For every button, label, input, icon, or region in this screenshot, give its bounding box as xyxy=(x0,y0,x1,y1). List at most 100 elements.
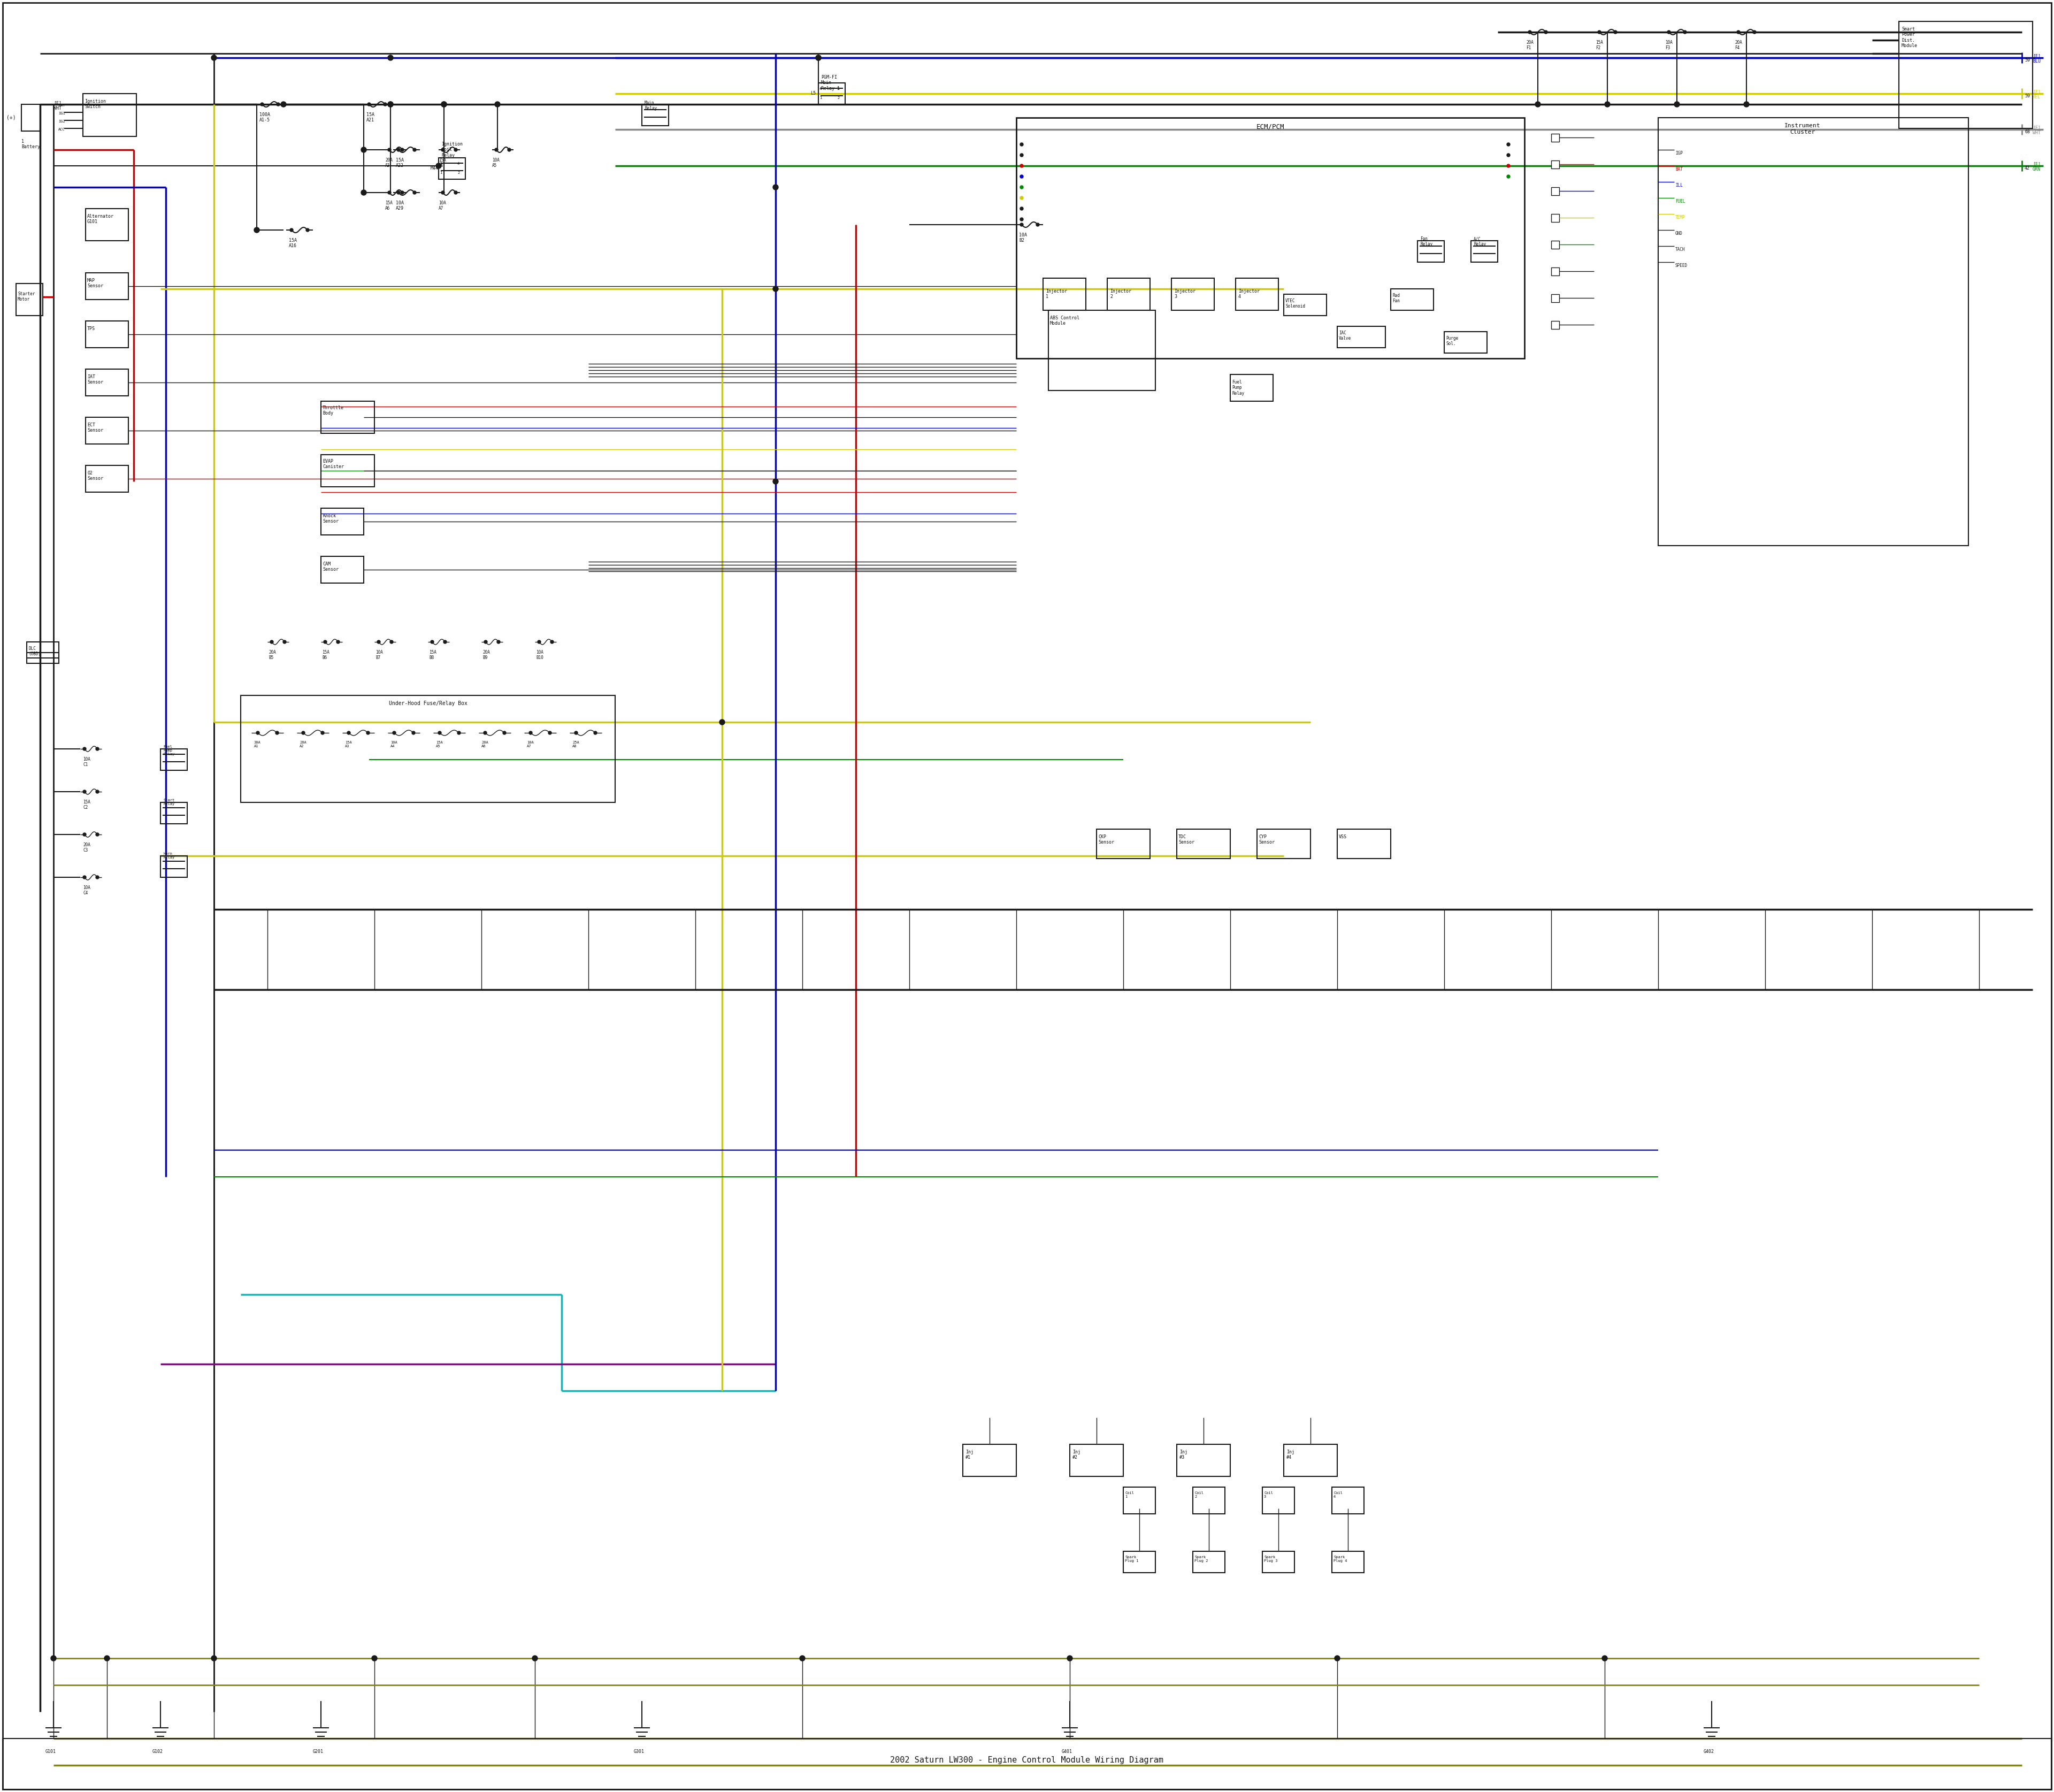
Circle shape xyxy=(388,56,392,61)
Text: 15A
A4: 15A A4 xyxy=(440,158,446,168)
Circle shape xyxy=(401,149,405,151)
Circle shape xyxy=(82,876,86,878)
Text: Inj
#2: Inj #2 xyxy=(1072,1450,1080,1460)
Circle shape xyxy=(396,149,401,151)
Text: VSS: VSS xyxy=(1339,835,1347,839)
Text: Coil
1: Coil 1 xyxy=(1126,1491,1134,1498)
Bar xyxy=(1230,375,1273,401)
Circle shape xyxy=(497,640,499,643)
Text: 15A
A6: 15A A6 xyxy=(386,201,392,211)
Bar xyxy=(1124,1487,1154,1514)
Text: 10A
B10: 10A B10 xyxy=(536,650,544,659)
Circle shape xyxy=(1021,165,1023,167)
Bar xyxy=(1107,278,1150,310)
Text: G102: G102 xyxy=(152,1749,162,1754)
Bar xyxy=(82,93,136,136)
Text: TPS: TPS xyxy=(86,326,94,332)
Circle shape xyxy=(283,640,286,643)
Text: 25A
A8: 25A A8 xyxy=(573,740,579,747)
Text: IAT
Sensor: IAT Sensor xyxy=(86,375,103,385)
Text: Injector
4: Injector 4 xyxy=(1239,289,1259,299)
Text: 20A
A3: 20A A3 xyxy=(386,158,392,168)
Text: BAT: BAT xyxy=(58,104,66,108)
Circle shape xyxy=(1508,165,1510,167)
Circle shape xyxy=(337,640,339,643)
Bar xyxy=(1171,278,1214,310)
Circle shape xyxy=(507,149,511,151)
Circle shape xyxy=(97,876,99,878)
Text: Injector
3: Injector 3 xyxy=(1175,289,1195,299)
Bar xyxy=(1237,278,1278,310)
Text: ACC: ACC xyxy=(58,127,66,131)
Text: Spark
Plug 4: Spark Plug 4 xyxy=(1333,1555,1347,1563)
Bar xyxy=(240,695,614,803)
Circle shape xyxy=(1021,208,1023,210)
Circle shape xyxy=(277,102,279,106)
Circle shape xyxy=(483,731,487,735)
Text: Throttle
Body: Throttle Body xyxy=(322,405,343,416)
Text: IG2: IG2 xyxy=(58,120,66,124)
Circle shape xyxy=(388,192,390,194)
Text: DLC
(OBD): DLC (OBD) xyxy=(29,647,41,656)
Circle shape xyxy=(290,228,294,231)
Bar xyxy=(1551,161,1559,168)
Text: 2002 Saturn LW300 - Engine Control Module Wiring Diagram: 2002 Saturn LW300 - Engine Control Modul… xyxy=(889,1756,1165,1763)
Circle shape xyxy=(1684,30,1686,34)
Text: Main
Relay: Main Relay xyxy=(645,100,657,111)
Bar xyxy=(86,466,127,493)
Circle shape xyxy=(442,192,444,194)
Text: 20A
A6: 20A A6 xyxy=(481,740,489,747)
Text: 100A
A1-5: 100A A1-5 xyxy=(259,113,271,122)
Text: 10A
A7: 10A A7 xyxy=(440,201,446,211)
Circle shape xyxy=(550,640,555,643)
Circle shape xyxy=(320,731,325,735)
Bar xyxy=(1263,1487,1294,1514)
Bar xyxy=(1658,118,1968,545)
Text: IG1: IG1 xyxy=(58,111,66,115)
Text: 15A
F2: 15A F2 xyxy=(1596,39,1602,50)
Circle shape xyxy=(538,640,540,643)
Bar xyxy=(160,749,187,771)
Bar xyxy=(86,272,127,299)
Circle shape xyxy=(366,731,370,735)
Bar xyxy=(1097,830,1150,858)
Bar xyxy=(320,455,374,487)
Bar xyxy=(320,556,364,582)
Circle shape xyxy=(97,790,99,794)
Text: 10A
A5: 10A A5 xyxy=(493,158,499,168)
Text: Starter
Motor: Starter Motor xyxy=(18,292,35,301)
Text: CYP
Sensor: CYP Sensor xyxy=(1259,835,1276,844)
Circle shape xyxy=(275,731,279,735)
Text: Ignition
Switch: Ignition Switch xyxy=(84,99,107,109)
Text: Fan
Relay: Fan Relay xyxy=(1419,237,1432,247)
Circle shape xyxy=(1021,217,1023,220)
Circle shape xyxy=(1035,222,1039,226)
Text: [E]
GRN: [E] GRN xyxy=(2033,161,2040,172)
Bar xyxy=(1263,1552,1294,1573)
Text: 10A
A4: 10A A4 xyxy=(390,740,396,747)
Circle shape xyxy=(1614,30,1616,34)
Text: 59: 59 xyxy=(2025,93,2029,99)
Text: 20A
F4: 20A F4 xyxy=(1736,39,1742,50)
Text: Coil
4: Coil 4 xyxy=(1333,1491,1343,1498)
Text: 10A
C1: 10A C1 xyxy=(82,756,90,767)
Circle shape xyxy=(362,190,366,195)
Circle shape xyxy=(1534,102,1540,108)
Text: A/C
Relay: A/C Relay xyxy=(1473,237,1485,247)
Text: ABS Control
Module: ABS Control Module xyxy=(1050,315,1080,326)
Text: 1: 1 xyxy=(820,97,822,100)
Circle shape xyxy=(388,102,392,108)
Circle shape xyxy=(392,731,396,735)
Text: SPEED: SPEED xyxy=(1676,263,1688,269)
Circle shape xyxy=(458,731,460,735)
Bar xyxy=(16,283,43,315)
Circle shape xyxy=(257,731,259,735)
Text: 42: 42 xyxy=(2025,167,2029,170)
Text: G301: G301 xyxy=(635,1749,645,1754)
Bar xyxy=(27,642,60,663)
Circle shape xyxy=(442,149,444,151)
Text: Smart
Power
Dist.
Module: Smart Power Dist. Module xyxy=(1902,27,1918,48)
Bar xyxy=(440,158,466,179)
Circle shape xyxy=(255,228,259,233)
Text: Horn
Relay: Horn Relay xyxy=(162,853,175,858)
